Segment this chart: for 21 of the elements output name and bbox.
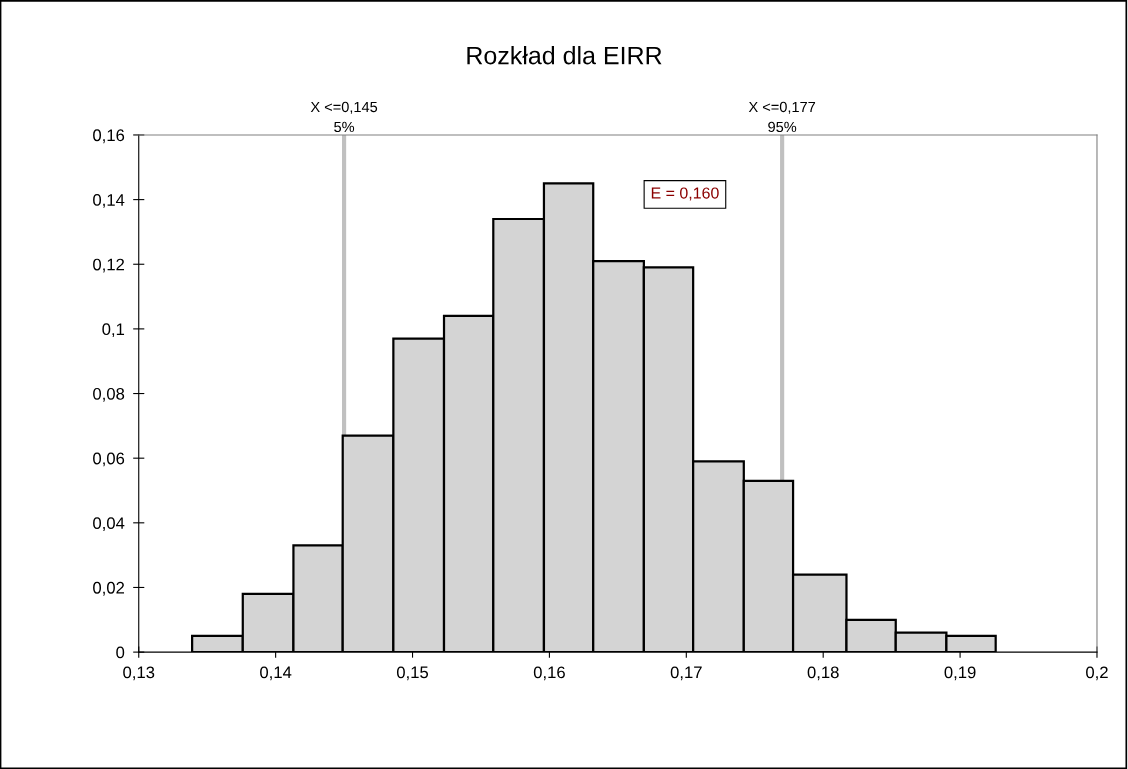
x-tick-label: 0,18 [807,666,839,681]
x-tick-label: 0,13 [123,666,155,681]
y-tick-label: 0 [116,646,125,659]
y-tick-label: 0,1 [102,323,125,338]
y-tick-label: 0,06 [93,452,125,467]
x-tick-label: 0,17 [670,666,702,681]
x-tick-label: 0,16 [533,666,565,681]
y-tick-label: 0,04 [93,517,125,531]
x-tick-label: 0,2 [1086,666,1108,681]
y-tick-label: 0,16 [93,129,125,144]
y-tick-label: 0,14 [93,194,125,208]
annotation: E = 0,160 [651,187,719,201]
y-tick-label: 0,12 [93,258,125,273]
ref-line-label: X <=0,177 95% [748,101,816,133]
x-tick-label: 0,19 [944,666,976,681]
x-tick-label: 0,15 [396,666,429,681]
ref-line-label: X <=0,145 5% [310,101,378,133]
chart-title: Rozkład dla EIRR [467,46,662,65]
y-tick-label: 0,02 [93,581,125,596]
x-tick-label: 0,14 [260,666,292,681]
y-tick-label: 0,08 [93,387,125,402]
